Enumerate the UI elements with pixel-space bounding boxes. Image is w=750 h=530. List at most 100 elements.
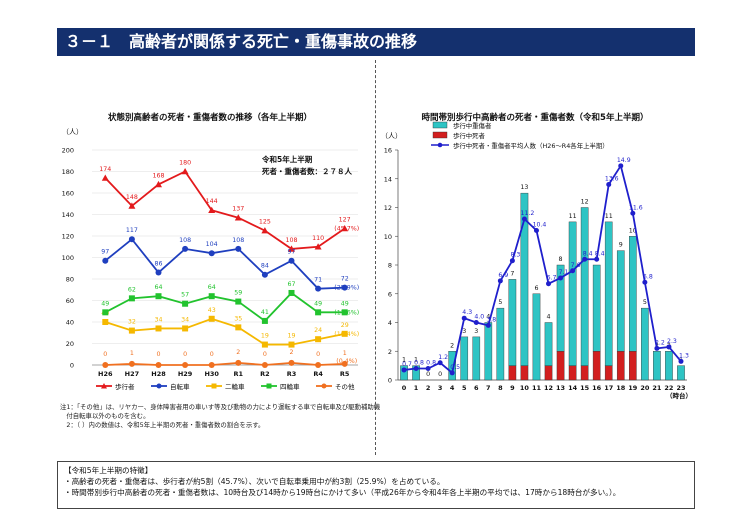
bar-injured <box>508 279 517 366</box>
bar-dead <box>592 351 601 381</box>
data-point <box>128 360 135 367</box>
x-tick-label: 1 <box>414 384 419 392</box>
bar-total-label: 3 <box>462 328 466 335</box>
data-point <box>128 202 136 209</box>
data-point <box>341 284 348 291</box>
feature-line: ・時間帯別歩行中高齢者の死者・重傷者数は、10時台及び14時から19時台にかけて… <box>64 488 621 497</box>
legend-marker <box>266 383 272 389</box>
average-label: 6.9 <box>498 272 508 279</box>
average-label: 1.3 <box>679 352 689 359</box>
bar-total-label: 12 <box>581 199 589 206</box>
data-label: 24 <box>314 327 322 334</box>
chart-notes: 注1：「その他」は、リヤカー、身体障害者用の車いす等及び動物の力により運転する車… <box>60 403 380 430</box>
average-label: 10.4 <box>533 222 547 229</box>
x-tick-label: R2 <box>260 370 270 378</box>
data-label: 84 <box>261 263 269 270</box>
share-label: (25.9%) <box>334 285 359 292</box>
data-point <box>208 293 215 300</box>
bar-total-label: 5 <box>498 299 502 306</box>
bar-total-label: 2 <box>450 342 454 349</box>
data-label: 72 <box>341 276 349 283</box>
data-point <box>181 168 189 175</box>
data-point <box>101 174 109 181</box>
x-tick-label: 20 <box>640 384 650 392</box>
data-point <box>102 362 109 368</box>
data-label: 43 <box>208 307 216 314</box>
data-point <box>208 362 215 368</box>
data-point <box>208 250 215 257</box>
legend-marker <box>156 383 162 389</box>
x-tick-label: 9 <box>510 384 515 392</box>
average-point <box>533 228 539 233</box>
data-point <box>261 362 268 368</box>
x-tick-label: H30 <box>204 370 219 378</box>
data-label: 108 <box>179 237 191 244</box>
share-label: (17.6%) <box>334 309 359 316</box>
average-point <box>642 279 648 285</box>
annotation-line: 死者・重傷者数：２７８人 <box>262 166 352 176</box>
bar-injured <box>592 264 601 352</box>
average-label: 0.8 <box>414 360 424 367</box>
section-divider <box>375 60 376 455</box>
y-tick-label: 20 <box>66 340 74 348</box>
legend-swatch <box>432 121 448 129</box>
bar-injured <box>532 293 541 381</box>
status-line-chart: 状態別高齢者の死者・重傷者数の推移（各年上半期）（人）0204060801001… <box>62 112 360 391</box>
data-label: 32 <box>128 319 136 326</box>
data-point <box>155 362 162 368</box>
series-line <box>105 317 345 346</box>
share-label: (10.4%) <box>334 331 359 338</box>
data-label: 49 <box>314 300 322 307</box>
data-label: 62 <box>128 286 136 293</box>
data-label: 35 <box>234 315 242 322</box>
data-label: 137 <box>232 206 244 213</box>
average-point <box>521 216 527 222</box>
x-tick-label: 5 <box>462 384 467 392</box>
data-label: 0 <box>183 351 187 358</box>
y-tick-label: 10 <box>384 233 392 241</box>
data-point <box>261 317 268 324</box>
bar-injured <box>544 322 553 366</box>
y-tick-label: 40 <box>66 319 74 327</box>
bar-total-label: 5 <box>643 299 647 306</box>
x-tick-label: 11 <box>532 384 542 392</box>
data-label: 180 <box>179 160 191 167</box>
x-tick-label: 15 <box>580 384 590 392</box>
bar-injured <box>460 336 469 381</box>
data-label: 64 <box>208 284 216 291</box>
x-tick-label: 3 <box>438 384 443 392</box>
average-point <box>630 210 636 216</box>
data-point <box>102 319 109 325</box>
data-label: 19 <box>287 333 295 340</box>
legend-label: 四輪車 <box>280 382 300 391</box>
bar-injured <box>472 336 481 381</box>
bar-dead <box>556 351 565 381</box>
data-label: 1 <box>130 350 134 357</box>
data-label: 127 <box>339 216 351 223</box>
average-point <box>461 315 467 321</box>
page-title-banner: ３－１ 高齢者が関係する死亡・重傷事故の推移 <box>57 28 695 56</box>
bar-total-label: 1 <box>402 357 406 364</box>
bar-dead <box>508 365 517 381</box>
bar-dead <box>568 365 577 381</box>
average-point <box>425 366 431 371</box>
average-label: 8.4 <box>583 250 593 257</box>
average-point <box>582 256 588 262</box>
data-point <box>182 362 189 368</box>
x-tick-label: 16 <box>592 384 602 392</box>
note-line: 付自転車以外のものを含む。 <box>60 412 150 420</box>
data-point <box>234 214 242 221</box>
x-axis-label: （時台） <box>666 391 692 400</box>
average-point <box>558 275 564 281</box>
data-label: 49 <box>101 300 109 307</box>
x-tick-label: R5 <box>340 370 350 378</box>
bar-dead <box>628 351 637 381</box>
bar-total-label: 11 <box>569 213 577 220</box>
data-point <box>208 206 216 213</box>
data-label: 57 <box>181 292 189 299</box>
x-tick-label: 22 <box>664 384 673 392</box>
bar-total-label: 13 <box>520 184 528 191</box>
y-tick-label: 14 <box>384 175 392 183</box>
data-label: 110 <box>312 235 324 242</box>
average-point <box>401 367 407 373</box>
